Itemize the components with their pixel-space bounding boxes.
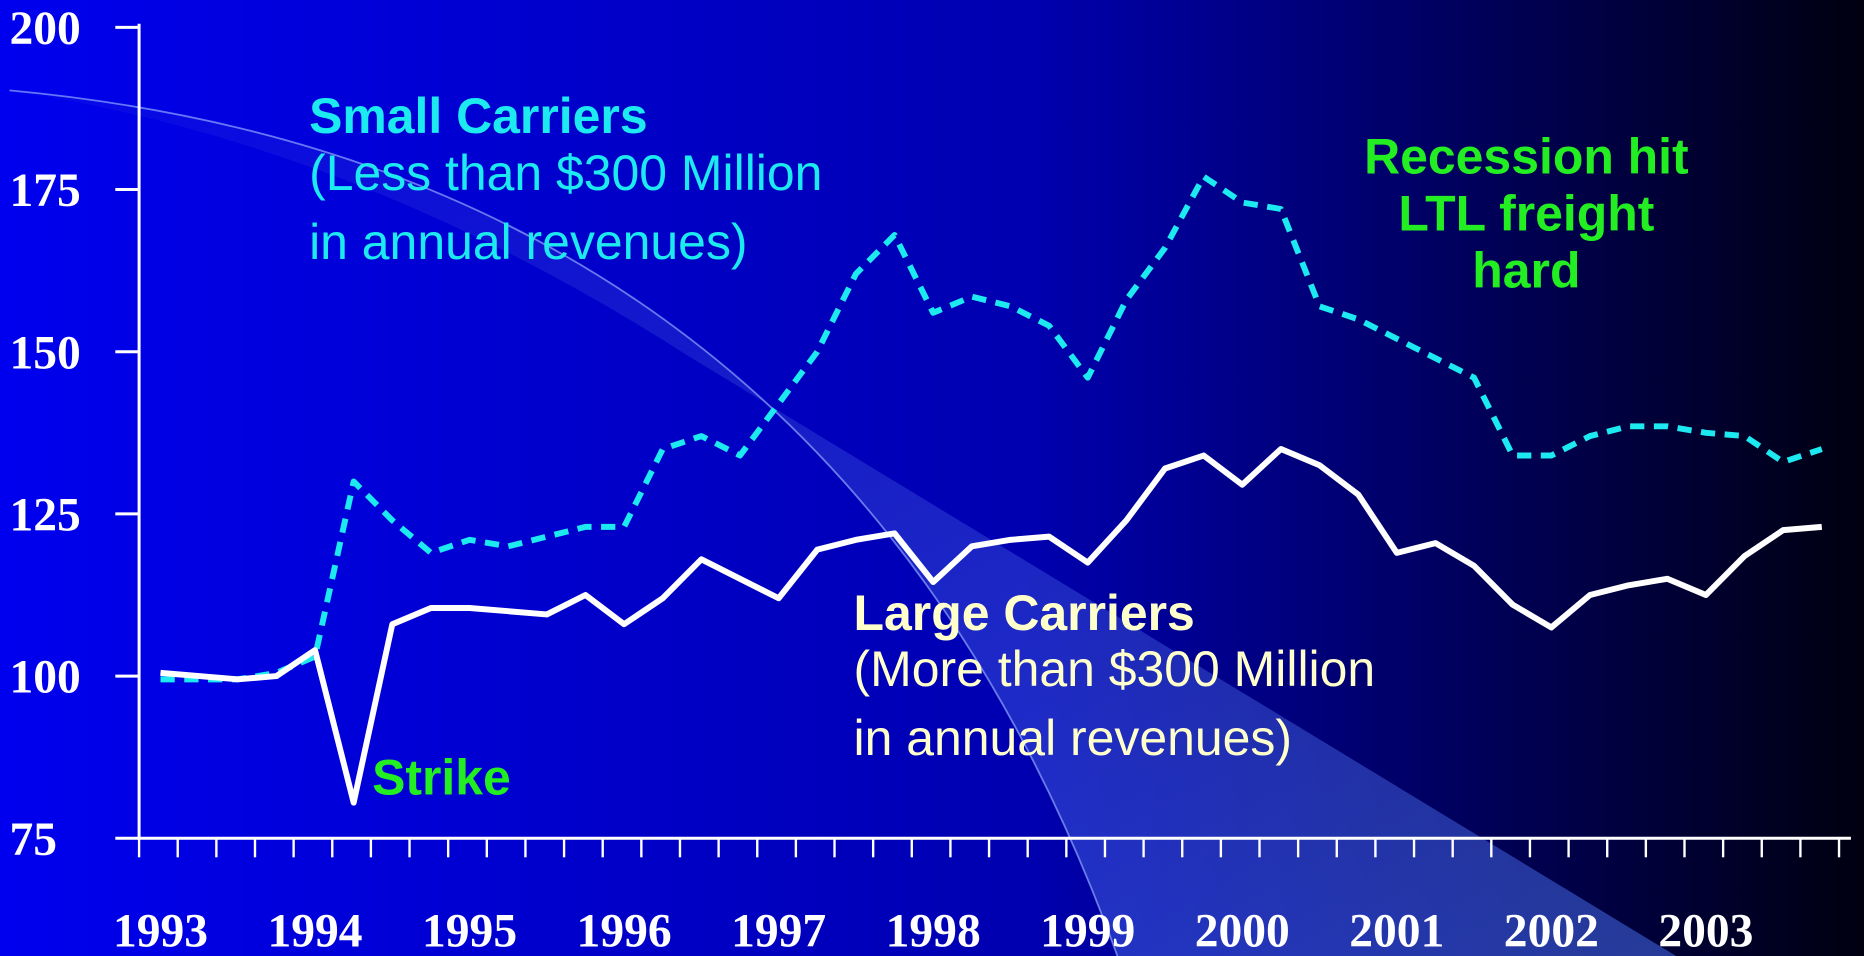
x-tick-label: 2002 <box>1504 905 1599 956</box>
annotation: Strike <box>372 749 511 805</box>
x-tick-label: 1997 <box>731 905 826 956</box>
x-tick-label: 1998 <box>886 905 981 956</box>
y-tick-label: 150 <box>10 327 81 379</box>
annotation: (More than $300 Million <box>854 641 1376 697</box>
page: 75 100 125 150 175 200 1993 1994 1995 1996 1997 199… <box>0 0 1864 956</box>
x-tick-label: 1994 <box>267 905 362 956</box>
x-tick-label: 1999 <box>1040 905 1135 956</box>
annotation: hard <box>1472 243 1580 299</box>
x-tick-label: 2000 <box>1195 905 1290 956</box>
annotation: in annual revenues) <box>309 214 747 270</box>
y-tick-label: 100 <box>10 652 81 704</box>
y-tick-label: 75 <box>10 814 58 866</box>
x-tick-label: 1996 <box>577 905 672 956</box>
x-tick-label: 2003 <box>1658 905 1753 956</box>
x-tick-label: 2001 <box>1349 905 1444 956</box>
y-tick-label: 200 <box>10 3 81 55</box>
y-tick-label: 175 <box>10 165 81 217</box>
series-label: Large Carriers <box>854 585 1195 641</box>
annotation: LTL freight <box>1398 186 1654 242</box>
x-tick-label: 1993 <box>113 905 208 956</box>
y-tick-label: 125 <box>10 490 81 542</box>
annotation: Recession hit <box>1364 129 1689 185</box>
annotation: (Less than $300 Million <box>309 145 822 201</box>
annotation: in annual revenues) <box>854 710 1292 766</box>
series-label: Small Carriers <box>309 88 648 144</box>
chart: 75 100 125 150 175 200 1993 1994 1995 1996 1997 199… <box>0 0 1864 956</box>
x-tick-label: 1995 <box>422 905 517 956</box>
